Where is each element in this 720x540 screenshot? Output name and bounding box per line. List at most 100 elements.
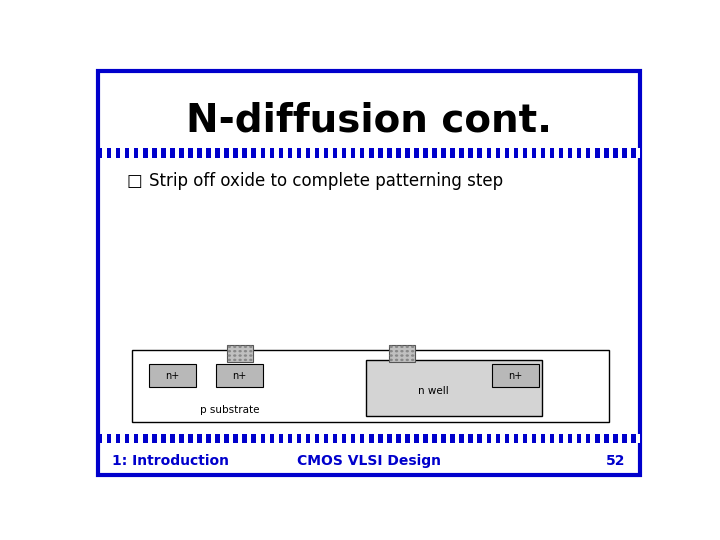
Bar — [274, 148, 279, 158]
Bar — [225, 148, 229, 158]
Circle shape — [405, 346, 409, 348]
Bar — [175, 434, 179, 443]
Bar — [595, 434, 600, 443]
Bar — [279, 434, 283, 443]
Circle shape — [244, 350, 247, 353]
Bar — [527, 434, 531, 443]
Bar — [369, 148, 374, 158]
Bar — [541, 148, 545, 158]
Circle shape — [238, 346, 242, 348]
Bar — [292, 434, 297, 443]
Bar — [346, 148, 351, 158]
Bar — [306, 148, 310, 158]
Bar — [626, 434, 631, 443]
Bar — [389, 345, 415, 362]
Bar — [396, 434, 400, 443]
Circle shape — [405, 359, 409, 361]
Bar — [261, 148, 265, 158]
Bar — [392, 148, 396, 158]
Bar — [360, 148, 364, 158]
Text: n well: n well — [418, 386, 449, 396]
Circle shape — [238, 354, 242, 357]
Bar — [184, 434, 188, 443]
Bar — [545, 434, 550, 443]
Bar — [459, 434, 464, 443]
Text: n+: n+ — [165, 370, 179, 381]
Bar — [251, 434, 256, 443]
Bar — [410, 148, 414, 158]
Circle shape — [228, 350, 231, 353]
Bar — [636, 434, 640, 443]
Bar — [215, 148, 220, 158]
Bar — [432, 148, 437, 158]
Bar — [473, 434, 477, 443]
Bar — [274, 434, 279, 443]
Text: 52: 52 — [606, 454, 626, 468]
Text: n+: n+ — [508, 370, 523, 381]
Bar — [138, 148, 143, 158]
Bar — [509, 148, 513, 158]
Bar — [437, 148, 441, 158]
Circle shape — [238, 350, 242, 353]
Bar — [473, 148, 477, 158]
Bar — [161, 434, 166, 443]
Bar — [364, 148, 369, 158]
Bar — [188, 148, 193, 158]
Bar — [600, 434, 604, 443]
Circle shape — [249, 346, 253, 348]
Circle shape — [390, 346, 393, 348]
Bar — [369, 434, 374, 443]
Bar — [582, 148, 586, 158]
Bar — [477, 148, 482, 158]
Circle shape — [390, 359, 393, 361]
Circle shape — [249, 359, 253, 361]
Bar — [491, 434, 495, 443]
Circle shape — [405, 354, 409, 357]
Bar — [509, 434, 513, 443]
Bar — [197, 434, 202, 443]
Bar — [482, 148, 487, 158]
Bar — [531, 434, 536, 443]
Bar — [541, 434, 545, 443]
Bar — [148, 364, 196, 387]
Bar — [98, 434, 102, 443]
Bar — [491, 148, 495, 158]
Bar — [550, 148, 554, 158]
Bar — [188, 434, 193, 443]
Bar — [559, 434, 563, 443]
Bar — [301, 434, 306, 443]
Bar — [374, 434, 378, 443]
Bar — [531, 148, 536, 158]
Bar — [405, 148, 410, 158]
Circle shape — [238, 359, 242, 361]
Bar — [423, 434, 428, 443]
Bar — [342, 434, 346, 443]
Bar — [238, 434, 243, 443]
Bar — [356, 434, 360, 443]
Bar — [283, 148, 288, 158]
Bar — [328, 434, 333, 443]
Bar — [590, 434, 595, 443]
Bar — [197, 148, 202, 158]
Bar — [450, 434, 455, 443]
Bar — [310, 434, 315, 443]
Text: CMOS VLSI Design: CMOS VLSI Design — [297, 454, 441, 468]
Circle shape — [233, 350, 236, 353]
Bar — [392, 434, 396, 443]
Bar — [351, 434, 356, 443]
Circle shape — [390, 350, 393, 353]
Bar — [545, 148, 550, 158]
Circle shape — [395, 350, 398, 353]
Circle shape — [233, 346, 236, 348]
Bar — [120, 434, 125, 443]
Bar — [279, 148, 283, 158]
Bar — [220, 148, 225, 158]
Bar — [207, 434, 211, 443]
Bar — [600, 148, 604, 158]
Bar — [608, 434, 613, 443]
Circle shape — [400, 346, 404, 348]
Bar — [156, 434, 161, 443]
Bar — [441, 148, 446, 158]
Bar — [464, 434, 469, 443]
Circle shape — [249, 350, 253, 353]
